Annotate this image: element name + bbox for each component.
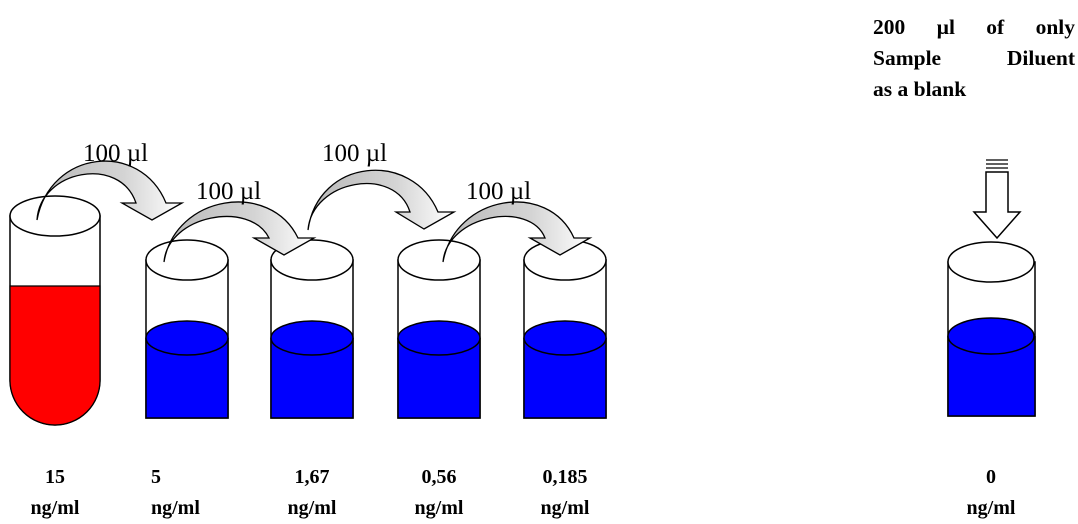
tube-standard-15 <box>9 195 101 426</box>
transfer-volume-1: 100 µl <box>83 140 148 167</box>
concentration-value-5: 0,185 <box>543 466 588 488</box>
concentration-value-2: 5 <box>151 466 161 488</box>
tube-blank <box>947 241 1036 417</box>
transfer-volume-2: 100 µl <box>196 178 261 205</box>
concentration-value-1: 15 <box>45 466 65 488</box>
concentration-unit-4: ng/ml <box>415 497 464 519</box>
transfer-arrow-3 <box>307 169 457 231</box>
concentration-value-3: 1,67 <box>295 466 330 488</box>
blank-note: 200 µl of only Sample Diluent as a blank <box>873 12 1075 105</box>
transfer-arrow-1 <box>36 160 185 221</box>
tube-dilution-1-67 <box>270 239 354 419</box>
transfer-arrow-4 <box>442 201 593 263</box>
concentration-unit-3: ng/ml <box>288 497 337 519</box>
concentration-unit-2: ng/ml <box>151 497 200 519</box>
tube-dilution-0-185 <box>523 239 607 419</box>
blank-concentration-value: 0 <box>986 466 996 488</box>
concentration-unit-5: ng/ml <box>541 497 590 519</box>
tube-dilution-0-56 <box>397 239 481 419</box>
transfer-volume-3: 100 µl <box>322 140 387 167</box>
transfer-arrow-2 <box>163 201 317 263</box>
transfer-volume-4: 100 µl <box>466 178 531 205</box>
blank-note-line-1: 200 µl of only <box>873 15 1075 39</box>
concentration-unit-1: ng/ml <box>31 497 80 519</box>
blank-note-line-2: Sample Diluent <box>873 46 1075 70</box>
blank-addition-arrow <box>972 159 1022 240</box>
concentration-value-4: 0,56 <box>422 466 457 488</box>
tube-liquid <box>9 285 101 426</box>
blank-concentration-unit: ng/ml <box>967 497 1016 519</box>
blank-note-line-3: as a blank <box>873 77 967 101</box>
tube-dilution-5 <box>145 239 229 419</box>
